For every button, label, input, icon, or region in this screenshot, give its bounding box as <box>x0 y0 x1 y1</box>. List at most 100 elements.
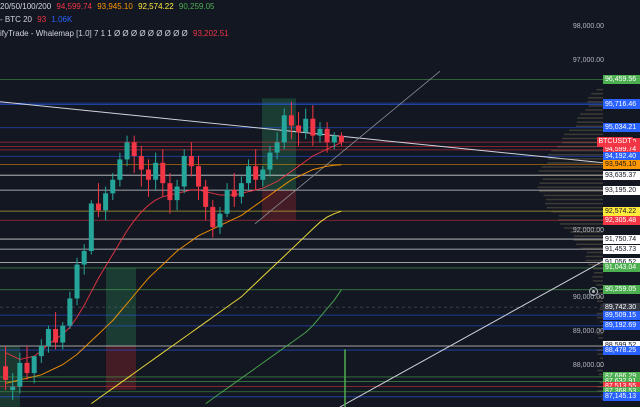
price-level-tag: 87,686.29 <box>603 372 640 382</box>
volume-profile-bar <box>599 381 603 384</box>
volume-profile-bar <box>538 170 603 172</box>
volume-profile-bar <box>575 125 603 128</box>
candle-body <box>145 169 151 180</box>
ma200-value: 90,259.05 <box>178 2 215 11</box>
volume-profile-bar <box>593 272 603 274</box>
candle-body <box>124 142 130 160</box>
volume-profile-bar <box>598 365 603 368</box>
candle-body <box>45 328 51 346</box>
price-level-tag: 91,043.04 <box>603 263 640 273</box>
bb-label: - BTC 20 <box>0 15 33 24</box>
candle-body <box>224 189 230 214</box>
volume-profile-bar <box>537 186 603 189</box>
candle-body <box>38 345 44 357</box>
candle-body <box>60 325 66 343</box>
ma-legend: 20/50/100/200 94,599.74 93,945.10 92,574… <box>0 2 217 11</box>
price-level-tag: 87,368.53 <box>603 387 640 397</box>
bb-legend: - BTC 20 93 1.06K <box>0 15 75 24</box>
candle-body <box>117 159 123 180</box>
volume-profile-bar <box>601 398 603 400</box>
candle-body <box>331 135 337 143</box>
candle-body <box>281 115 287 143</box>
volume-profile-bar <box>580 113 603 115</box>
volume-profile-bar <box>597 385 603 388</box>
ma50-value: 93,945.10 <box>97 2 133 11</box>
volume-profile <box>537 88 603 400</box>
volume-profile-bar <box>576 243 603 246</box>
volume-profile-bar <box>587 101 603 103</box>
price-tick-label: 89,000.00 <box>572 328 604 336</box>
price-level-tag: 87,513.55 <box>603 382 640 392</box>
candle-body <box>167 183 173 201</box>
candle-body <box>267 152 273 170</box>
volume-profile-bar <box>546 198 603 201</box>
volume-profile-bar <box>598 337 603 339</box>
price-level-tag: 91,453.73 <box>603 244 640 254</box>
volume-profile-bar <box>600 394 603 396</box>
volume-profile-bar <box>588 105 603 107</box>
price-level-tag: 87,632.91 <box>603 377 640 387</box>
volume-profile-bar <box>596 88 603 91</box>
volume-profile-bar <box>596 292 603 294</box>
price-level-tag: 94,192.40 <box>603 151 640 161</box>
volume-profile-bar <box>588 263 603 266</box>
candle-body <box>246 166 252 184</box>
volume-profile-bar <box>570 231 603 233</box>
volume-profile-bar <box>573 235 603 237</box>
candle-body <box>174 186 180 201</box>
volume-profile-bar <box>597 349 603 351</box>
crosshair-target-icon[interactable] <box>589 287 598 296</box>
volume-profile-bar <box>599 345 603 347</box>
bb-value1: 93 <box>37 15 47 24</box>
volume-profile-bar <box>577 117 603 119</box>
price-level-tag: 89,742.30 <box>603 302 640 312</box>
candle-body <box>110 179 116 194</box>
volume-profile-bar <box>543 194 603 197</box>
ma-line <box>5 164 342 384</box>
price-level-tag: 89,509.15 <box>603 310 640 320</box>
volume-profile-bar <box>592 276 603 278</box>
candle-body <box>196 166 202 187</box>
volume-profile-bar <box>599 288 603 290</box>
price-tick-label: 90,000.00 <box>572 294 604 302</box>
volume-profile-bar <box>596 300 603 303</box>
price-level-tag: 92,305.48 <box>603 215 640 225</box>
volume-profile-bar <box>597 369 603 372</box>
candle-body <box>274 142 280 153</box>
candle-body <box>138 156 144 170</box>
volume-profile-bar <box>597 353 603 355</box>
volume-profile-bar <box>600 304 603 307</box>
candle-body <box>95 203 101 211</box>
candle-body <box>338 135 344 143</box>
candle-body <box>67 298 73 326</box>
candle-body <box>181 156 187 187</box>
volume-profile-bar <box>596 333 603 335</box>
volume-profile-bar <box>596 316 603 319</box>
volume-profile-bar <box>576 121 603 123</box>
price-level-tag: 93,945.10 <box>603 160 640 170</box>
volume-profile-bar <box>598 328 603 331</box>
volume-profile-bar <box>539 182 603 185</box>
price-level-tag: 87,145.13 <box>603 392 640 402</box>
volume-profile-bar <box>562 141 603 144</box>
volume-profile-bar <box>546 206 603 209</box>
candle-body <box>217 213 223 228</box>
volume-profile-bar <box>595 296 603 298</box>
price-tick-label: 88,000.00 <box>572 362 604 370</box>
volume-profile-bar <box>559 223 603 225</box>
volume-profile-bar <box>585 259 603 262</box>
candle-body <box>317 128 323 136</box>
candle-body <box>210 206 216 228</box>
symbol-tag: BTCUSDT <box>597 137 633 148</box>
price-level-tag: 92,574.22 <box>603 206 640 216</box>
ma-line <box>205 289 342 405</box>
price-level-tag: 93,635.37 <box>603 170 640 180</box>
descending-trendline <box>0 101 604 164</box>
candle-body <box>17 362 23 387</box>
volume-profile-bar <box>558 219 603 221</box>
price-tick-label: 97,000.00 <box>572 57 604 65</box>
volume-profile-bar <box>599 320 603 323</box>
volume-profile-bar <box>596 284 603 286</box>
ma-periods: 20/50/100/200 <box>0 2 52 11</box>
